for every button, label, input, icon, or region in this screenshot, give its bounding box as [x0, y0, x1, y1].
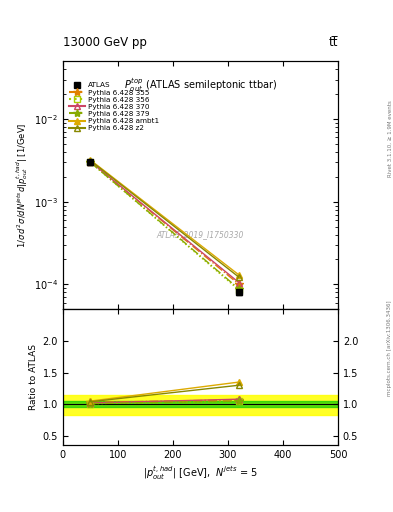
X-axis label: $|p_{out}^{t,had}|$ [GeV],  $N^{jets}$ = 5: $|p_{out}^{t,had}|$ [GeV], $N^{jets}$ = … — [143, 464, 258, 482]
Line: Pythia 6.428 z2: Pythia 6.428 z2 — [87, 157, 242, 281]
Y-axis label: Ratio to ATLAS: Ratio to ATLAS — [29, 344, 39, 410]
Pythia 6.428 355 — [88, 159, 93, 165]
Pythia 6.428 ambt1 — [88, 157, 93, 163]
Legend: ATLAS, Pythia 6.428 355, Pythia 6.428 356, Pythia 6.428 370, Pythia 6.428 379, P: ATLAS, Pythia 6.428 355, Pythia 6.428 35… — [69, 82, 159, 131]
Text: tt̅: tt̅ — [329, 36, 338, 49]
Pythia 6.428 370 — [237, 280, 241, 286]
Text: mcplots.cern.ch [arXiv:1306.3436]: mcplots.cern.ch [arXiv:1306.3436] — [387, 301, 392, 396]
Pythia 6.428 ambt1 — [237, 272, 241, 278]
Text: 13000 GeV pp: 13000 GeV pp — [63, 36, 147, 49]
Pythia 6.428 z2 — [237, 274, 241, 280]
Y-axis label: $1/\sigma\,d^2\sigma/dN^{jets}d|p_{out}^{t,had}|$ [1/GeV]: $1/\sigma\,d^2\sigma/dN^{jets}d|p_{out}^… — [14, 123, 29, 248]
Pythia 6.428 356 — [88, 159, 93, 165]
Pythia 6.428 379 — [237, 286, 241, 292]
Line: Pythia 6.428 ambt1: Pythia 6.428 ambt1 — [87, 157, 242, 279]
Text: Rivet 3.1.10, ≥ 1.9M events: Rivet 3.1.10, ≥ 1.9M events — [387, 100, 392, 177]
Text: ATLAS_2019_I1750330: ATLAS_2019_I1750330 — [157, 230, 244, 239]
Pythia 6.428 356 — [237, 287, 241, 293]
Pythia 6.428 379 — [88, 159, 93, 165]
Pythia 6.428 z2 — [88, 158, 93, 164]
Pythia 6.428 370 — [88, 159, 93, 165]
Line: Pythia 6.428 370: Pythia 6.428 370 — [87, 158, 242, 286]
Line: Pythia 6.428 379: Pythia 6.428 379 — [86, 158, 243, 293]
Line: Pythia 6.428 355: Pythia 6.428 355 — [86, 158, 243, 288]
Line: Pythia 6.428 356: Pythia 6.428 356 — [88, 160, 242, 293]
Text: $P_{out}^{top}$ (ATLAS semileptonic ttbar): $P_{out}^{top}$ (ATLAS semileptonic ttba… — [124, 76, 277, 94]
Pythia 6.428 355 — [237, 281, 241, 287]
